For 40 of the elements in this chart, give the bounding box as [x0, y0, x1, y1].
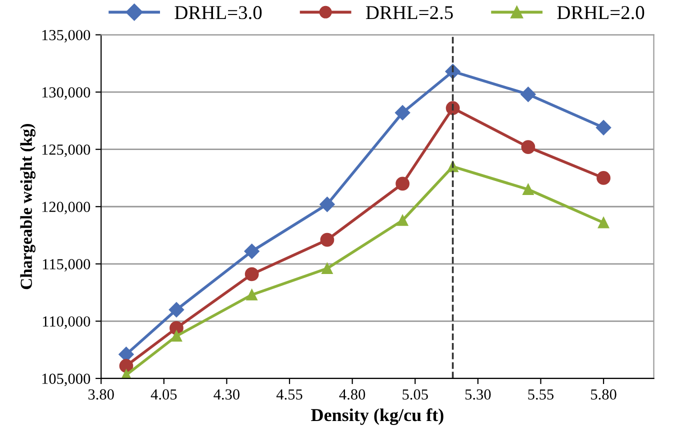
x-tick-label: 4.80: [339, 389, 366, 400]
x-tick-label: 5.05: [402, 389, 428, 400]
point: [320, 232, 334, 247]
legend-label: DRHL=3.0: [174, 6, 262, 20]
x-axis-title: Density (kg/cu ft): [311, 408, 444, 425]
x-tick-label: 4.55: [276, 389, 302, 400]
point: [596, 120, 612, 136]
y-tick-label: 105,000: [42, 374, 90, 386]
x-tick-label: 4.30: [214, 389, 240, 400]
y-tick-label: 125,000: [42, 144, 90, 157]
x-tick-label: 5.30: [465, 389, 491, 400]
y-tick-label: 115,000: [42, 259, 90, 272]
point: [446, 101, 460, 116]
x-tick-label: 5.55: [528, 389, 554, 400]
legend-label: DRHL=2.5: [366, 6, 453, 20]
point: [168, 302, 184, 318]
point: [119, 358, 134, 373]
point: [244, 267, 259, 282]
point: [397, 214, 408, 226]
point: [246, 289, 258, 300]
point: [521, 140, 536, 154]
point: [598, 217, 610, 228]
point: [244, 244, 260, 259]
legend-label: DRHL=2.0: [557, 6, 644, 20]
x-tick-label: 4.05: [150, 389, 177, 400]
point: [522, 184, 534, 195]
y-tick-label: 130,000: [42, 87, 90, 100]
point: [520, 86, 536, 102]
point: [170, 330, 182, 342]
x-tick-label: 5.80: [591, 389, 616, 400]
y-tick-label: 135,000: [42, 30, 90, 42]
point: [394, 105, 410, 120]
point: [320, 196, 335, 212]
y-tick-label: 120,000: [42, 202, 90, 214]
y-tick-label: 110,000: [42, 316, 90, 329]
y-axis-title: Chargeable weight (kg): [20, 124, 36, 290]
point: [322, 262, 333, 274]
point: [596, 171, 610, 185]
point: [396, 176, 410, 191]
x-tick-label: 3.80: [88, 389, 114, 400]
